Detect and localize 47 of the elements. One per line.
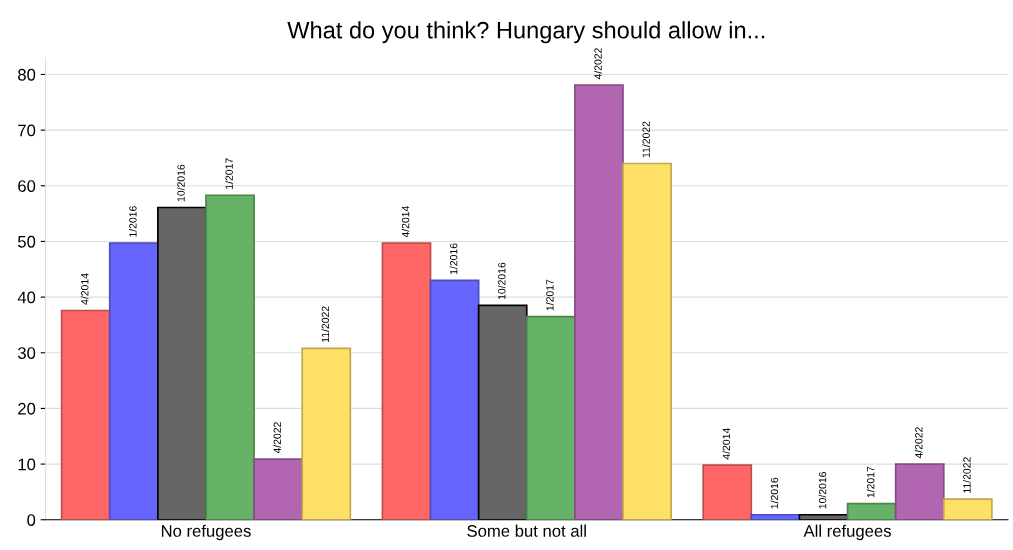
text: 4/2014 — [401, 206, 410, 238]
text: 10/2016 — [497, 262, 506, 300]
chart-title: What do you think? Hungary should allow in... — [287, 21, 765, 44]
bar — [157, 206, 207, 520]
text: 11/2022 — [962, 457, 971, 493]
x-tick-label: Some but not all — [467, 524, 586, 537]
text: 1/2017 — [866, 466, 875, 498]
y-tick-label: 70 — [18, 124, 36, 137]
y-tick-label: 40 — [17, 291, 36, 304]
bar — [429, 279, 480, 520]
text: 1/2016 — [770, 477, 779, 509]
y-tick-label: 60 — [18, 180, 36, 192]
y-tick-label: 80 — [18, 68, 36, 81]
text: 4/2022 — [594, 48, 602, 80]
bar — [381, 242, 432, 520]
text: 4/2014 — [722, 428, 731, 460]
text: 1/2016 — [128, 206, 137, 237]
bar — [253, 458, 304, 520]
y-tick-label: 30 — [17, 347, 36, 359]
y-tick-label: 0 — [27, 514, 36, 526]
bar — [205, 194, 255, 520]
text: 1/2017 — [225, 158, 233, 189]
text: 4/2022 — [914, 427, 923, 459]
text: 4/2022 — [273, 422, 281, 454]
text: 1/2017 — [545, 279, 554, 311]
bar — [942, 498, 993, 520]
text: 1/2016 — [449, 243, 458, 275]
x-tick-label: All refugees — [803, 524, 891, 541]
bar — [301, 347, 352, 520]
bar — [108, 242, 159, 520]
bar — [60, 309, 111, 520]
text: 11/2022 — [321, 306, 330, 342]
text: 10/2016 — [177, 164, 185, 202]
text: 11/2022 — [642, 121, 650, 158]
bar — [477, 304, 528, 520]
bar — [525, 315, 576, 520]
y-tick-label: 10 — [18, 458, 36, 471]
bar — [894, 463, 945, 520]
y-tick-label: 20 — [18, 402, 36, 415]
y-tick-label: 50 — [17, 235, 36, 248]
text: 4/2014 — [80, 273, 89, 305]
bar — [702, 464, 753, 520]
bar — [622, 162, 672, 520]
x-tick-label: No refugees — [161, 524, 251, 541]
text: 10/2016 — [818, 471, 827, 509]
bar — [846, 502, 897, 520]
bar — [574, 84, 624, 520]
